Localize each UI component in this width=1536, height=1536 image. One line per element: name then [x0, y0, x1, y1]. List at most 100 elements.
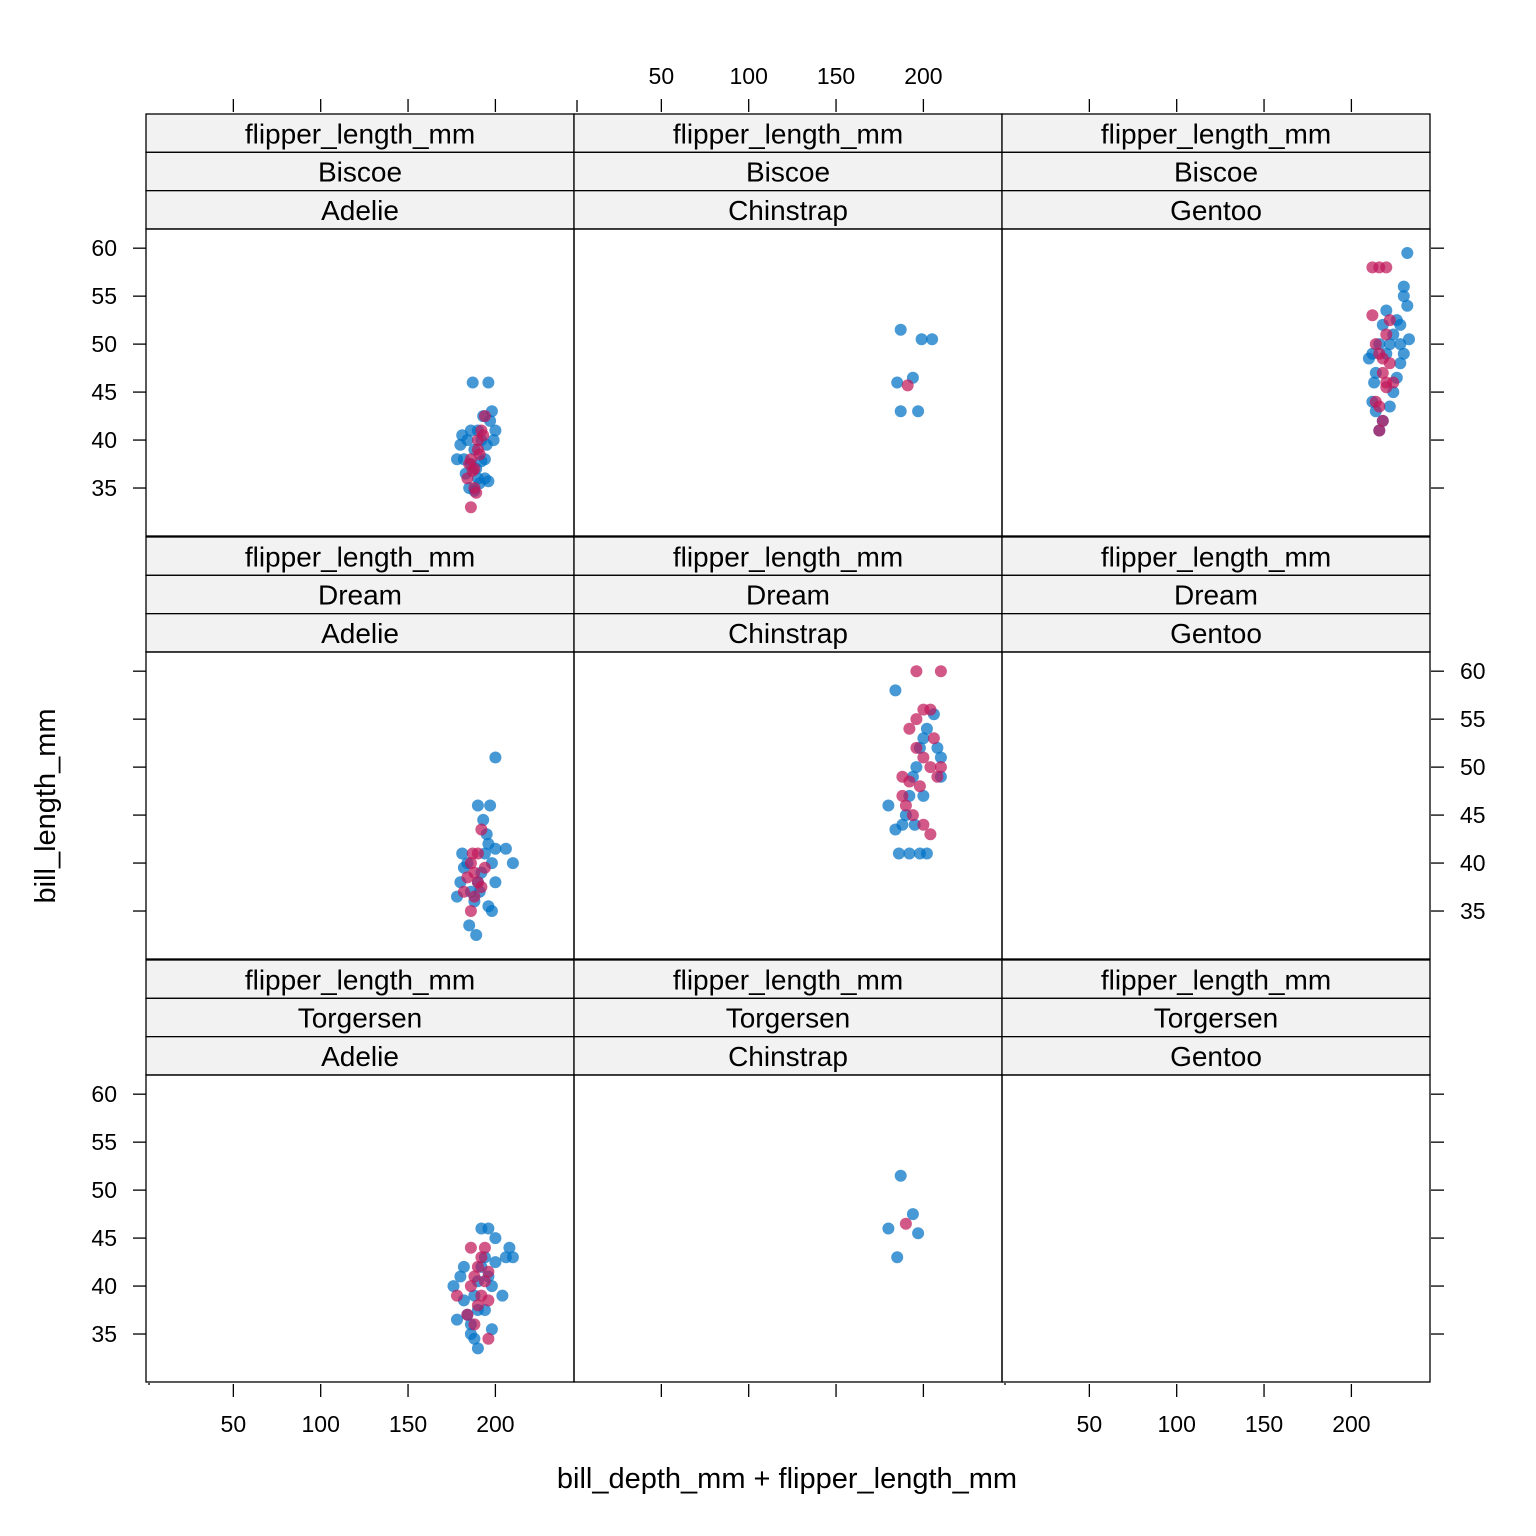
- x-tick-label: 50: [221, 1411, 247, 1437]
- strip-island-label: Torgersen: [726, 1003, 851, 1034]
- x-tick-label: 150: [1245, 1411, 1283, 1437]
- x-tick-label: 150: [389, 1411, 427, 1437]
- strip-variable-bg: [145, 536, 575, 576]
- data-point-bill_depth_mm: [471, 1342, 484, 1355]
- strip-island-label: Biscoe: [318, 157, 402, 188]
- strip-species-bg: [1001, 1036, 1431, 1076]
- data-point-bill_depth_mm: [454, 1270, 467, 1283]
- data-point-bill_depth_mm: [489, 876, 502, 889]
- data-point-flipper_length_mm: [899, 1217, 912, 1230]
- panel-frame: [573, 651, 1003, 960]
- data-point-bill_depth_mm: [906, 1208, 919, 1221]
- strip-species-bg: [1001, 613, 1431, 653]
- data-point-flipper_length_mm: [466, 847, 479, 860]
- data-point-bill_depth_mm: [499, 842, 512, 855]
- data-point-bill_depth_mm: [894, 1169, 907, 1182]
- data-point-flipper_length_mm: [482, 1332, 495, 1345]
- strip-variable-bg: [573, 536, 1003, 576]
- y-tick-label: 40: [91, 1273, 117, 1299]
- axes-layer: 50 100 150 200 50 100 150 200 50 100 150 200 35 40 45 5…: [91, 63, 1485, 1437]
- strip-island-label: Biscoe: [1174, 157, 1258, 188]
- data-point-flipper_length_mm: [466, 464, 479, 477]
- strip-island-label: Dream: [746, 580, 830, 611]
- data-point-flipper_length_mm: [464, 857, 477, 870]
- panel: flipper_length_mm Dream Gentoo: [1001, 536, 1431, 960]
- data-point-flipper_length_mm: [910, 713, 923, 726]
- data-point-bill_depth_mm: [917, 789, 930, 802]
- data-point-flipper_length_mm: [468, 1270, 481, 1283]
- data-point-bill_depth_mm: [487, 434, 500, 447]
- strip-species-label: Gentoo: [1170, 618, 1262, 649]
- panel-frame: [573, 1074, 1003, 1383]
- data-point-flipper_length_mm: [464, 1241, 477, 1254]
- data-point-flipper_length_mm: [1380, 376, 1393, 389]
- data-point-bill_depth_mm: [1397, 290, 1410, 303]
- data-point-bill_depth_mm: [1368, 376, 1381, 389]
- data-point-flipper_length_mm: [1369, 338, 1382, 351]
- strip-species-bg: [145, 190, 575, 230]
- strip-variable-label: flipper_length_mm: [1101, 541, 1331, 572]
- y-tick-label: 35: [91, 1321, 117, 1347]
- panel: flipper_length_mm Torgersen Chinstrap: [573, 959, 1003, 1383]
- data-point-bill_depth_mm: [1401, 247, 1414, 259]
- strip-island-bg: [573, 997, 1003, 1038]
- strip-island-label: Dream: [318, 580, 402, 611]
- panel: flipper_length_mm Biscoe Adelie: [145, 113, 575, 537]
- strip-variable-label: flipper_length_mm: [1101, 964, 1331, 995]
- data-point-bill_depth_mm: [889, 684, 902, 697]
- data-point-bill_depth_mm: [506, 1251, 519, 1264]
- strip-variable-bg: [145, 959, 575, 999]
- data-point-bill_depth_mm: [464, 1328, 477, 1340]
- data-point-bill_depth_mm: [463, 919, 476, 932]
- strip-species-label: Adelie: [321, 1041, 399, 1072]
- panel: flipper_length_mm Dream Adelie: [145, 536, 575, 960]
- x-tick-label: 150: [817, 63, 855, 89]
- strip-island-bg: [573, 574, 1003, 615]
- data-point-bill_depth_mm: [464, 424, 477, 437]
- data-point-bill_depth_mm: [489, 1232, 502, 1245]
- y-tick-label: 45: [91, 1225, 117, 1251]
- data-point-flipper_length_mm: [482, 1294, 495, 1307]
- data-point-bill_depth_mm: [1397, 347, 1410, 360]
- data-point-flipper_length_mm: [934, 761, 947, 774]
- strip-species-label: Chinstrap: [728, 1041, 848, 1072]
- data-point-flipper_length_mm: [477, 429, 490, 442]
- data-point-flipper_length_mm: [470, 486, 483, 499]
- panels-layer: flipper_length_mm Biscoe Adelie flipper_len…: [145, 113, 1431, 1383]
- strip-species-label: Adelie: [321, 195, 399, 226]
- data-point-flipper_length_mm: [903, 722, 916, 735]
- data-point-bill_depth_mm: [470, 929, 483, 941]
- data-point-bill_depth_mm: [471, 799, 484, 812]
- y-tick-label: 60: [1460, 658, 1486, 684]
- data-point-flipper_length_mm: [924, 703, 937, 716]
- y-tick-label: 55: [91, 1129, 117, 1155]
- data-point-bill_depth_mm: [896, 818, 909, 831]
- panel-frame: [145, 228, 575, 537]
- panel-frame: [145, 1074, 575, 1383]
- y-tick-label: 60: [91, 1081, 117, 1107]
- data-point-bill_depth_mm: [891, 376, 904, 389]
- data-point-bill_depth_mm: [1394, 318, 1407, 331]
- data-point-flipper_length_mm: [917, 818, 930, 831]
- data-point-flipper_length_mm: [1383, 314, 1396, 327]
- data-point-flipper_length_mm: [468, 866, 481, 879]
- y-tick-label: 55: [91, 283, 117, 309]
- strip-species-bg: [1001, 190, 1431, 230]
- x-tick-label: 100: [730, 63, 768, 89]
- data-point-flipper_length_mm: [457, 885, 470, 898]
- panel-frame: [573, 228, 1003, 537]
- strip-variable-label: flipper_length_mm: [245, 541, 475, 572]
- data-point-bill_depth_mm: [908, 818, 921, 831]
- strip-species-bg: [573, 190, 1003, 230]
- panel: flipper_length_mm Biscoe Gentoo: [1001, 113, 1431, 537]
- panel: flipper_length_mm Torgersen Gentoo: [1001, 959, 1431, 1383]
- strip-species-label: Gentoo: [1170, 1041, 1262, 1072]
- data-point-flipper_length_mm: [478, 410, 491, 423]
- data-point-bill_depth_mm: [482, 475, 495, 488]
- data-point-flipper_length_mm: [464, 905, 477, 917]
- data-point-flipper_length_mm: [927, 732, 940, 745]
- data-point-bill_depth_mm: [451, 1313, 463, 1326]
- strip-variable-label: flipper_length_mm: [673, 118, 903, 149]
- data-point-flipper_length_mm: [1366, 309, 1379, 322]
